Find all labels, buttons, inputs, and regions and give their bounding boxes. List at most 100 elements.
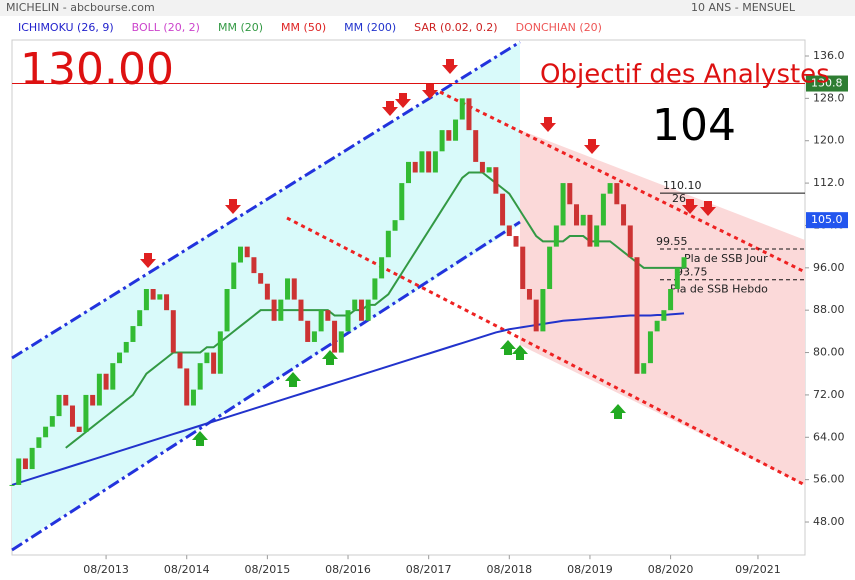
sell-arrow bbox=[540, 117, 556, 132]
candle bbox=[63, 394, 69, 406]
candle bbox=[379, 257, 385, 279]
candle bbox=[412, 161, 418, 173]
candle bbox=[285, 278, 291, 300]
candle bbox=[674, 267, 680, 290]
candle bbox=[580, 214, 586, 226]
candle bbox=[29, 447, 35, 470]
forecast-text: 104 bbox=[652, 100, 736, 151]
y-tick-label: 112.0 bbox=[813, 176, 845, 189]
candle bbox=[9, 484, 15, 486]
candle bbox=[251, 257, 257, 274]
target-big-label: 130.00 bbox=[20, 44, 174, 95]
candle bbox=[22, 458, 28, 470]
candle bbox=[69, 405, 75, 427]
x-tick-label: 08/2015 bbox=[245, 563, 291, 576]
candle bbox=[614, 183, 620, 205]
y-tick-label: 120.0 bbox=[813, 134, 845, 147]
legend-entry: MM (50) bbox=[281, 21, 326, 34]
candle bbox=[278, 299, 284, 321]
small-text: 26 bbox=[672, 192, 686, 205]
sell-arrow bbox=[422, 84, 438, 99]
buy-arrow bbox=[322, 350, 338, 365]
candle bbox=[493, 167, 499, 194]
candle bbox=[338, 331, 344, 353]
candle bbox=[399, 183, 405, 221]
candle bbox=[36, 437, 42, 448]
candle bbox=[392, 220, 398, 231]
level-label: 110.10 bbox=[663, 179, 702, 192]
candle bbox=[681, 257, 687, 268]
candle bbox=[600, 193, 606, 226]
buy-arrow bbox=[610, 404, 626, 419]
candle bbox=[466, 98, 472, 131]
candle bbox=[385, 230, 391, 258]
candle bbox=[43, 426, 49, 438]
candle bbox=[190, 389, 196, 406]
candle bbox=[96, 373, 102, 406]
y-tick-label: 96.00 bbox=[813, 261, 845, 274]
candle bbox=[587, 214, 593, 247]
candle bbox=[513, 236, 519, 247]
target-tag-label: 130.8 bbox=[811, 77, 843, 90]
candle bbox=[305, 320, 311, 342]
moving-average bbox=[11, 312, 685, 486]
candle bbox=[647, 331, 653, 364]
candle bbox=[110, 363, 116, 390]
candle bbox=[291, 278, 297, 300]
legend-entry: DONCHIAN (20) bbox=[516, 21, 602, 34]
candle bbox=[352, 299, 358, 311]
candle bbox=[224, 289, 230, 332]
x-tick-label: 08/2019 bbox=[567, 563, 613, 576]
y-tick-label: 48.00 bbox=[813, 515, 845, 528]
y-tick-label: 56.00 bbox=[813, 473, 845, 486]
candle bbox=[621, 204, 627, 226]
candle bbox=[237, 246, 243, 263]
candle bbox=[358, 299, 364, 321]
y-tick-label: 72.00 bbox=[813, 388, 845, 401]
candle bbox=[150, 289, 156, 300]
candle bbox=[500, 193, 506, 226]
buy-arrow bbox=[512, 345, 528, 360]
candle bbox=[231, 262, 237, 290]
candle bbox=[634, 257, 640, 374]
candle bbox=[90, 394, 96, 406]
candle bbox=[184, 368, 190, 406]
sell-arrow bbox=[395, 93, 411, 108]
header-title: MICHELIN - abcbourse.com bbox=[6, 1, 155, 14]
candle bbox=[325, 310, 331, 321]
candle bbox=[654, 320, 660, 332]
sell-arrow bbox=[584, 139, 600, 154]
x-tick-label: 08/2020 bbox=[648, 563, 694, 576]
candle bbox=[137, 310, 143, 327]
sell-arrow bbox=[682, 199, 698, 214]
candle bbox=[426, 151, 432, 173]
candle bbox=[123, 341, 129, 353]
y-tick-label: 88.00 bbox=[813, 303, 845, 316]
candle bbox=[164, 294, 170, 311]
candle bbox=[439, 130, 445, 152]
y-tick-label: 80.00 bbox=[813, 346, 845, 359]
x-tick-label: 08/2016 bbox=[325, 563, 371, 576]
candle bbox=[103, 373, 109, 390]
candle bbox=[641, 363, 647, 374]
x-tick-label: 08/2017 bbox=[406, 563, 452, 576]
candle bbox=[547, 246, 553, 290]
sell-arrow bbox=[382, 101, 398, 116]
last-tag bbox=[806, 212, 848, 229]
candle bbox=[318, 310, 324, 332]
candle bbox=[117, 352, 123, 364]
level-label: 99.55 bbox=[656, 235, 688, 248]
candle bbox=[56, 394, 62, 417]
moving-average bbox=[65, 171, 685, 449]
candle bbox=[264, 283, 270, 300]
target-text: Objectif des Analystes bbox=[540, 60, 830, 90]
candle bbox=[661, 310, 667, 321]
candle bbox=[244, 246, 250, 258]
candle bbox=[170, 310, 176, 353]
candle bbox=[560, 183, 566, 226]
x-tick-label: 08/2013 bbox=[83, 563, 129, 576]
candle bbox=[506, 225, 512, 237]
level-label: 93.75 bbox=[676, 266, 708, 279]
candle bbox=[197, 363, 203, 390]
level-note: Pla de SSB Hebdo bbox=[670, 283, 768, 296]
